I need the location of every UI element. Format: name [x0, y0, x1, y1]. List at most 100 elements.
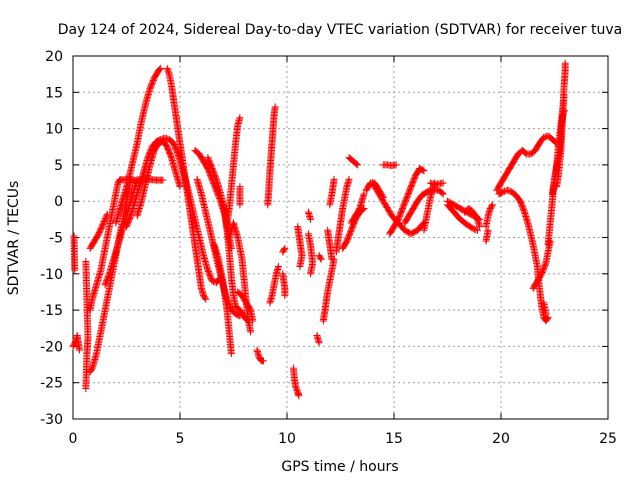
data-marks [69, 59, 569, 400]
data-point [259, 357, 267, 365]
data-point [201, 294, 209, 302]
y-tick-label: 5 [54, 158, 63, 174]
data-point [75, 346, 83, 354]
y-tick-label: 10 [45, 122, 63, 138]
data-point [100, 218, 108, 226]
data-point [157, 64, 165, 72]
data-point [227, 244, 235, 252]
series-arc11 [163, 64, 210, 303]
data-point [476, 223, 484, 231]
series-arc6 [86, 210, 111, 252]
data-point [100, 219, 108, 227]
series-arc37 [347, 190, 368, 227]
series-arc2 [70, 232, 79, 274]
series-arc23 [279, 244, 289, 256]
data-point [249, 317, 257, 325]
data-point [296, 263, 304, 271]
data-point [82, 257, 90, 265]
series-arc52 [529, 237, 554, 292]
data-point [439, 179, 447, 187]
data-point [292, 384, 300, 392]
data-point [293, 385, 301, 393]
series-arc30 [313, 332, 323, 347]
data-point [163, 64, 171, 72]
data-point [274, 263, 282, 271]
y-tick-label: -25 [40, 376, 63, 392]
y-tick-label: -10 [40, 267, 63, 283]
x-tick-label: 15 [385, 431, 403, 447]
data-point [353, 160, 361, 168]
series-arc7 [101, 175, 141, 289]
series-arc24 [279, 270, 289, 300]
data-point [315, 339, 323, 347]
series-arc1 [69, 332, 83, 354]
data-point [561, 59, 569, 67]
data-point [236, 312, 244, 320]
series-arc29 [315, 252, 325, 263]
series-arc41 [379, 161, 400, 170]
y-tick-label: 20 [45, 49, 63, 65]
y-tick-label: -30 [40, 412, 63, 428]
data-point [328, 255, 336, 263]
data-point [165, 69, 173, 77]
data-point [420, 167, 428, 175]
data-point [354, 161, 362, 169]
y-tick-label: -5 [49, 231, 63, 247]
series-arc28 [304, 208, 315, 223]
series-arc33 [326, 175, 338, 209]
series-arc13 [193, 175, 244, 320]
data-point [439, 190, 447, 198]
x-tick-label: 0 [69, 431, 78, 447]
series-arc10 [133, 137, 184, 220]
data-point [419, 166, 427, 174]
series-arc53 [540, 299, 550, 318]
data-point [103, 210, 111, 218]
series-arc56 [553, 59, 569, 191]
data-point [101, 215, 109, 223]
series-arc27 [304, 230, 317, 278]
data-point [484, 226, 492, 234]
data-point [330, 175, 338, 183]
y-tick-label: 15 [45, 85, 63, 101]
series-arc18 [234, 288, 257, 325]
series-arc49 [482, 226, 492, 245]
data-point [307, 215, 315, 223]
y-tick-label: 0 [54, 194, 63, 210]
data-point [236, 114, 244, 122]
series-arc21 [264, 103, 279, 209]
data-point [541, 260, 549, 268]
data-point [257, 356, 265, 364]
chart-title: Day 124 of 2024, Sidereal Day-to-day VTE… [58, 22, 622, 38]
data-point [164, 66, 172, 74]
data-point [543, 315, 551, 323]
data-point [392, 161, 400, 169]
grid-lines [73, 56, 608, 419]
series-arc47 [461, 204, 484, 231]
data-point [227, 350, 235, 358]
y-tick-label: -20 [40, 339, 63, 355]
data-point [236, 201, 244, 209]
x-tick-label: 5 [176, 431, 185, 447]
data-point [292, 382, 300, 390]
x-tick-label: 25 [599, 431, 617, 447]
series-arc32 [324, 226, 336, 263]
series-arc36 [345, 154, 362, 169]
series-arc45 [444, 201, 481, 234]
data-point [544, 313, 552, 321]
series-arc15 [210, 241, 235, 358]
data-point [542, 310, 550, 318]
series-arc34 [332, 175, 353, 256]
series-arc31 [319, 255, 338, 325]
series-arc22 [266, 263, 282, 307]
x-tick-label: 10 [278, 431, 296, 447]
data-point [176, 183, 184, 191]
data-point [317, 254, 325, 262]
series-arc26 [294, 223, 306, 271]
data-point [71, 266, 79, 274]
y-axis-label: SDTVAR / TECUs [6, 181, 22, 296]
data-point [345, 175, 353, 183]
data-point [159, 176, 167, 184]
series-arc16 [223, 114, 244, 227]
data-point [473, 226, 481, 234]
